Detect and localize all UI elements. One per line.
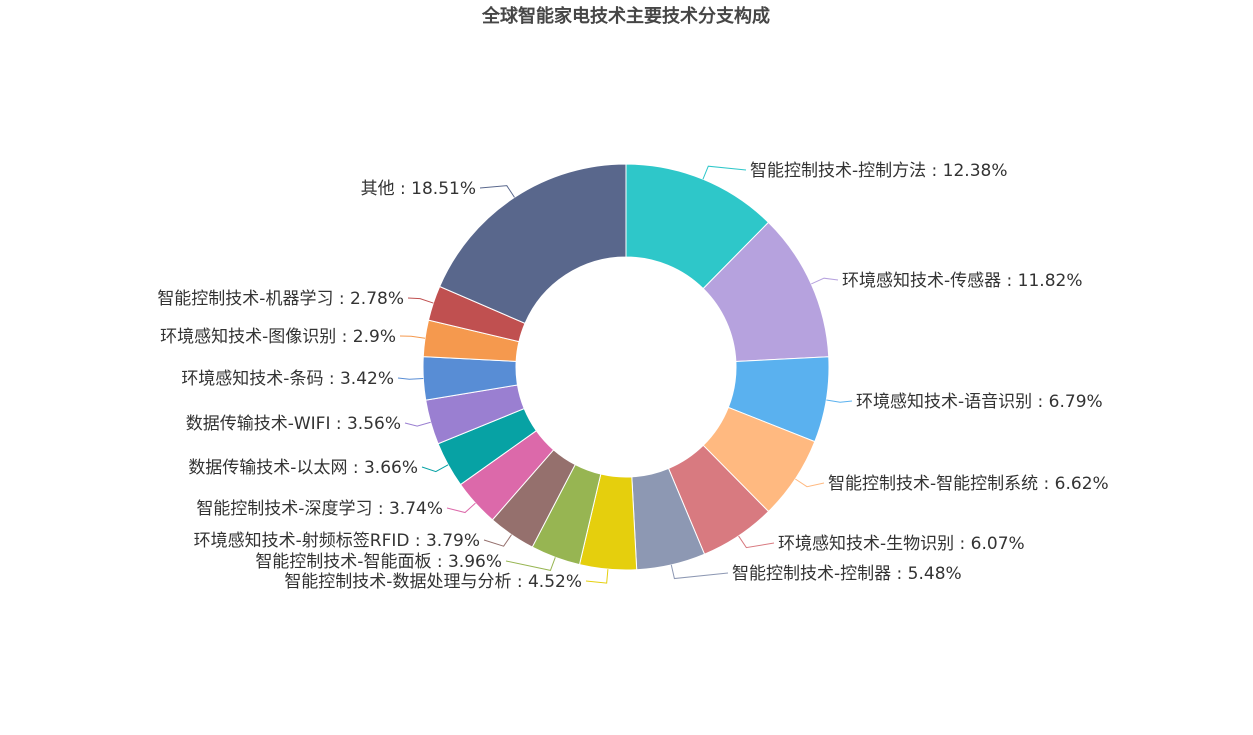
slice-label-7: 智能控制技术-智能面板 : 3.96% — [255, 552, 502, 572]
slice-label-11: 数据传输技术-WIFI : 3.56% — [186, 414, 401, 434]
leader-line-4 — [739, 536, 774, 548]
slice-label-14: 智能控制技术-机器学习 : 2.78% — [157, 289, 404, 309]
slice-label-6: 智能控制技术-数据处理与分析 : 4.52% — [284, 572, 582, 592]
leader-line-13 — [400, 336, 425, 338]
slice-label-13: 环境感知技术-图像识别 : 2.9% — [160, 327, 396, 347]
leader-line-2 — [826, 400, 852, 402]
donut-slices — [423, 164, 829, 570]
slice-label-12: 环境感知技术-条码 : 3.42% — [181, 369, 394, 389]
leader-line-12 — [398, 378, 423, 379]
slice-label-3: 智能控制技术-智能控制系统 : 6.62% — [828, 474, 1109, 494]
slice-label-4: 环境感知技术-生物识别 : 6.07% — [778, 534, 1025, 554]
leader-line-6 — [586, 569, 608, 583]
leader-line-1 — [811, 278, 838, 284]
slice-label-0: 智能控制技术-控制方法 : 12.38% — [750, 161, 1008, 181]
leader-line-15 — [480, 186, 514, 198]
leader-line-8 — [484, 535, 512, 547]
leader-line-14 — [408, 298, 433, 303]
slice-label-1: 环境感知技术-传感器 : 11.82% — [842, 271, 1083, 291]
slice-label-9: 智能控制技术-深度学习 : 3.74% — [196, 499, 443, 519]
leader-line-3 — [795, 479, 824, 487]
leader-line-9 — [447, 503, 475, 512]
leader-line-7 — [506, 557, 555, 570]
slice-label-10: 数据传输技术-以太网 : 3.66% — [188, 458, 418, 478]
slice-label-5: 智能控制技术-控制器 : 5.48% — [732, 564, 962, 584]
leader-line-5 — [671, 565, 728, 579]
slice-label-2: 环境感知技术-语音识别 : 6.79% — [856, 392, 1103, 412]
leader-line-0 — [703, 166, 746, 179]
slice-label-15: 其他 : 18.51% — [361, 179, 476, 199]
chart-title: 全球智能家电技术主要技术分支构成 — [481, 5, 770, 27]
leader-line-11 — [405, 422, 431, 426]
leader-line-10 — [422, 465, 448, 472]
slice-label-8: 环境感知技术-射频标签RFID : 3.79% — [194, 531, 480, 551]
